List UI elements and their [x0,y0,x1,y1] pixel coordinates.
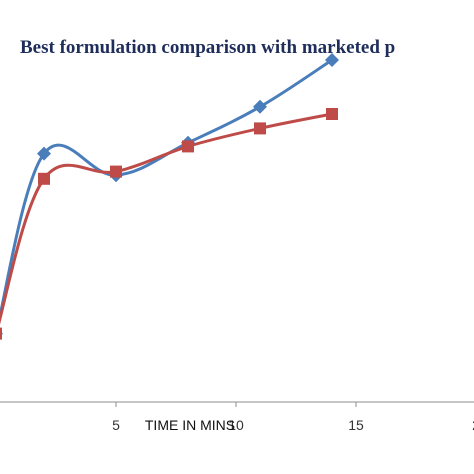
series-1-point [37,146,51,161]
series-1-point [325,53,339,67]
series-layer [0,53,339,340]
x-tick-label: 10 [228,417,244,433]
chart-title: Best formulation comparison with markete… [20,37,395,58]
series-2-point [182,140,194,153]
series-2-point [110,165,122,178]
x-tick-label: 5 [112,417,120,433]
series-2-point [0,327,2,340]
x-axis-label: TIME IN MINS [145,417,235,433]
series-2-point [254,122,266,135]
series-1-point [253,99,267,114]
x-tick-label: 15 [348,417,364,433]
x-tick-label: 2 [472,417,474,433]
series-2-point [326,108,338,120]
series-2-point [38,172,50,185]
x-axis-ticks: 5 10 15 2 [112,402,474,433]
